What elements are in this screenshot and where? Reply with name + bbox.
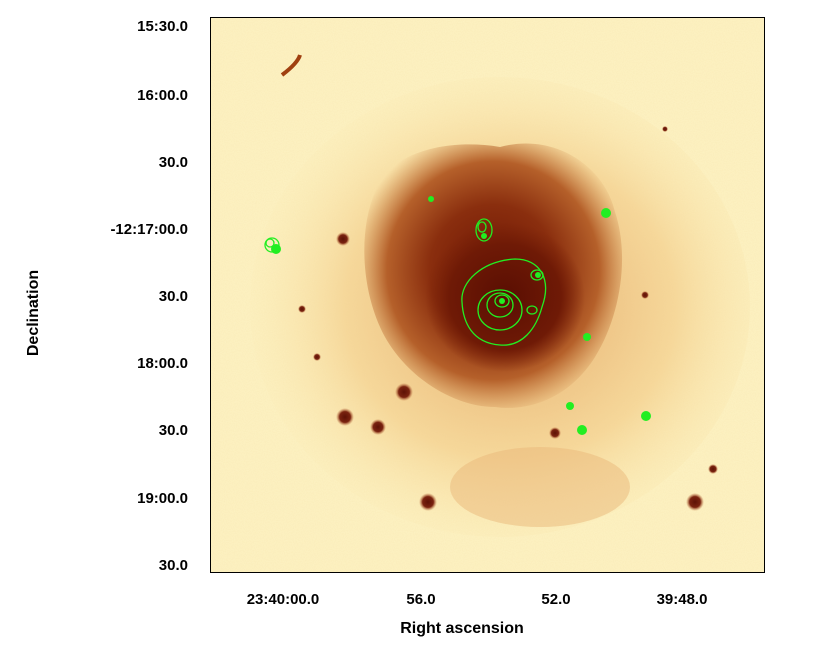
y-tick-label: 30.0 bbox=[158, 422, 188, 439]
x-axis-label: Right ascension bbox=[400, 620, 524, 637]
point-source bbox=[583, 333, 591, 341]
star-streak bbox=[280, 54, 302, 77]
star bbox=[662, 126, 668, 132]
point-source bbox=[271, 244, 281, 254]
star bbox=[686, 493, 704, 511]
x-tick-label: 52.0 bbox=[541, 591, 571, 608]
star bbox=[370, 419, 386, 435]
nebula-core bbox=[425, 222, 585, 372]
point-source bbox=[601, 208, 611, 218]
y-tick-label: 30.0 bbox=[158, 154, 188, 171]
field-stars bbox=[280, 54, 718, 511]
y-tick-label: 16:00.0 bbox=[137, 87, 188, 104]
radio-contours bbox=[264, 218, 547, 346]
contour-mid bbox=[477, 289, 523, 331]
x-tick-label: 39:48.0 bbox=[656, 591, 708, 608]
point-source bbox=[535, 272, 541, 278]
y-tick-label: 15:30.0 bbox=[137, 18, 188, 35]
contour-outer bbox=[461, 258, 547, 346]
x-tick-label: 23:40:00.0 bbox=[246, 591, 320, 608]
contour-core bbox=[494, 294, 510, 308]
y-axis-label: Declination bbox=[25, 269, 42, 357]
y-tick-label: 18:00.0 bbox=[137, 355, 188, 372]
star bbox=[549, 427, 561, 439]
star bbox=[419, 493, 437, 511]
contour-north-source bbox=[475, 218, 493, 242]
y-tick-label: -12:17:00.0 bbox=[110, 221, 188, 238]
star bbox=[336, 232, 350, 246]
star bbox=[641, 291, 649, 299]
point-source bbox=[577, 425, 587, 435]
star bbox=[313, 353, 321, 361]
contour-southeast-source bbox=[526, 305, 538, 315]
point-source bbox=[641, 411, 651, 421]
contour-inner bbox=[486, 292, 514, 318]
star bbox=[708, 464, 718, 474]
point-source bbox=[566, 402, 574, 410]
point-source bbox=[499, 298, 505, 304]
contour-west-inner bbox=[265, 238, 275, 248]
radio-point-sources bbox=[271, 196, 651, 435]
contour-east-source bbox=[530, 269, 544, 281]
contour-north-inner bbox=[477, 221, 487, 233]
star bbox=[298, 305, 306, 313]
point-source bbox=[481, 233, 487, 239]
x-tick-label: 56.0 bbox=[406, 591, 436, 608]
image-frame bbox=[210, 17, 765, 573]
point-source bbox=[428, 196, 434, 202]
star bbox=[336, 408, 354, 426]
sky-image bbox=[210, 17, 765, 573]
y-tick-label: 19:00.0 bbox=[137, 490, 188, 507]
nebula-lower-arc bbox=[450, 447, 630, 527]
y-tick-label: 30.0 bbox=[158, 557, 188, 574]
star bbox=[395, 383, 413, 401]
y-tick-label: 30.0 bbox=[158, 288, 188, 305]
